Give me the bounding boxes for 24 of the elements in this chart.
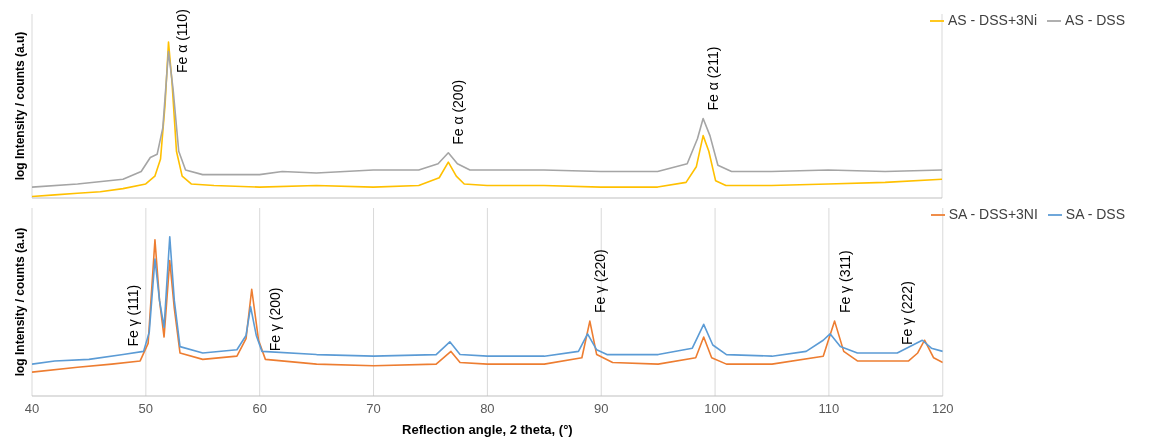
x-tick-label: 50 (138, 401, 154, 417)
legend-label: AS - DSS (1065, 12, 1125, 28)
legend-label: AS - DSS+3Ni (948, 12, 1038, 28)
y-axis-title: log Intensity / counts (a.u) (13, 31, 28, 181)
x-tick-label: 120 (931, 401, 954, 417)
x-tick-label: 90 (593, 401, 609, 417)
annotation: Fe γ (311) (836, 250, 853, 314)
annotation: Fe α (110) (173, 9, 190, 74)
x-tick-label: 100 (704, 401, 726, 417)
x-tick-label: 80 (480, 401, 495, 417)
annotation: Fe γ (111) (125, 284, 142, 347)
y-axis-title: log Intensity / counts (a.u) (13, 227, 28, 377)
annotation: Fe α (200) (450, 79, 467, 145)
x-tick-label: 110 (818, 401, 840, 417)
annotation: Fe γ (220) (591, 249, 608, 314)
legend-label: SA - DSS+3NI (948, 206, 1038, 222)
legend-label: SA - DSS (1065, 206, 1125, 222)
annotation: Fe α (211) (705, 46, 722, 111)
x-axis-title: Reflection angle, 2 theta, (°) (402, 422, 573, 437)
x-tick-label: 70 (366, 401, 381, 417)
annotation: Fe γ (200) (267, 287, 284, 352)
x-tick-label: 60 (252, 401, 267, 417)
annotation: Fe γ (222) (899, 281, 916, 345)
x-tick-label: 40 (24, 401, 40, 417)
